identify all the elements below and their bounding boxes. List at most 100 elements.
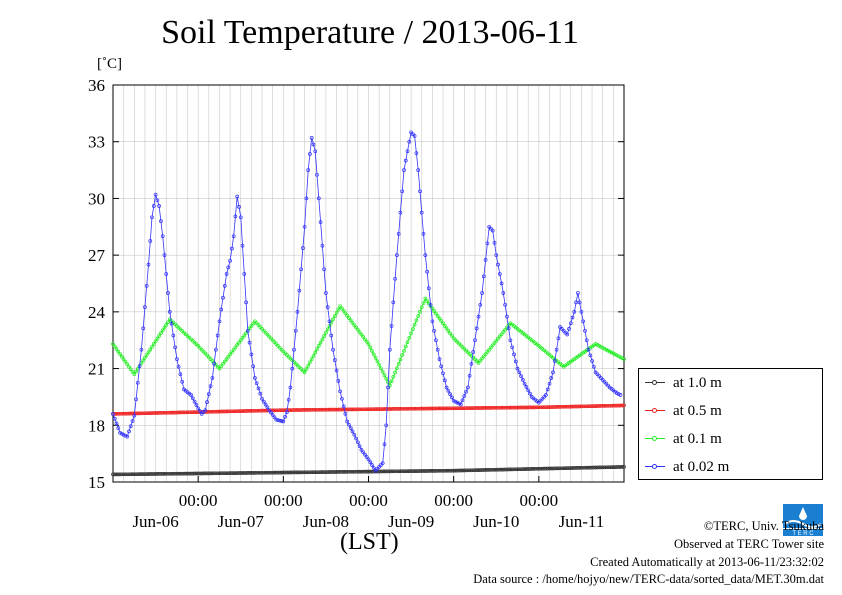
series-point-3 — [228, 258, 232, 263]
series-point-0 — [253, 471, 257, 475]
series-point-1 — [212, 409, 216, 414]
series-point-0 — [602, 465, 607, 470]
series-point-0 — [329, 470, 334, 474]
series-point-3 — [281, 419, 286, 424]
series-point-1 — [364, 407, 369, 412]
series-point-0 — [503, 467, 507, 472]
series-point-2 — [111, 342, 115, 346]
y-tick-label: 33 — [88, 133, 105, 152]
series-point-0 — [391, 469, 396, 474]
series-point-1 — [458, 406, 463, 411]
series-point-3 — [437, 357, 442, 361]
legend-swatch-05m — [645, 406, 665, 416]
x-tick-date-label: Jun-08 — [303, 512, 349, 531]
series-point-2 — [343, 311, 348, 316]
series-point-1 — [531, 405, 536, 410]
series-point-1 — [437, 406, 442, 411]
series-point-3 — [501, 291, 506, 295]
series-point-0 — [196, 471, 201, 476]
series-point-1 — [137, 411, 142, 416]
series-point-0 — [565, 466, 570, 470]
series-point-3 — [146, 262, 151, 267]
series-point-1 — [584, 404, 589, 409]
series-point-0 — [313, 470, 318, 475]
series-point-0 — [111, 472, 115, 477]
series-point-2 — [405, 340, 410, 344]
series-point-0 — [620, 465, 625, 469]
series-point-0 — [398, 469, 403, 474]
series-point-0 — [380, 469, 385, 474]
series-point-1 — [185, 410, 190, 415]
series-point-3 — [208, 384, 213, 388]
series-point-2 — [380, 369, 385, 374]
series-point-3 — [577, 300, 582, 305]
series-point-1 — [622, 403, 626, 408]
series-point-1 — [574, 404, 578, 409]
series-point-2 — [125, 362, 130, 367]
series-point-0 — [233, 471, 238, 475]
series-point-1 — [279, 408, 284, 413]
series-point-2 — [231, 347, 236, 352]
x-tick-date-label: Jun-07 — [218, 512, 265, 531]
series-point-2 — [230, 350, 234, 354]
series-point-2 — [153, 339, 158, 344]
series-point-1 — [182, 410, 186, 415]
series-point-1 — [416, 406, 421, 411]
series-point-0 — [474, 468, 479, 472]
series-point-0 — [494, 467, 499, 472]
series-point-0 — [176, 471, 181, 476]
series-point-3 — [221, 295, 225, 300]
series-point-1 — [261, 408, 266, 413]
series-point-1 — [496, 405, 500, 410]
series-point-2 — [150, 344, 154, 349]
series-point-0 — [285, 470, 289, 475]
series-point-0 — [283, 470, 287, 475]
series-point-0 — [306, 470, 311, 475]
y-tick-label: 18 — [88, 416, 105, 435]
series-point-1 — [604, 403, 609, 408]
series-point-2 — [595, 343, 600, 347]
series-point-3 — [354, 436, 358, 441]
series-point-1 — [219, 409, 224, 414]
series-point-0 — [377, 469, 381, 474]
series-point-1 — [311, 407, 316, 412]
series-point-3 — [584, 338, 589, 343]
series-point-3 — [260, 396, 264, 401]
series-point-1 — [425, 406, 429, 411]
series-point-3 — [299, 267, 303, 272]
series-point-1 — [295, 408, 300, 412]
series-point-2 — [425, 299, 429, 303]
series-point-3 — [235, 194, 240, 199]
series-point-0 — [412, 469, 417, 473]
series-point-1 — [528, 405, 532, 410]
series-point-3 — [432, 328, 436, 333]
series-point-3 — [132, 413, 137, 418]
series-point-1 — [389, 407, 394, 411]
legend-swatch-1m — [645, 378, 665, 388]
series-point-3 — [517, 370, 522, 375]
series-point-2 — [316, 344, 321, 348]
series-point-0 — [542, 466, 547, 471]
series-point-1 — [375, 407, 380, 411]
legend-label-01m: at 0.1 m — [673, 430, 722, 447]
series-point-0 — [599, 465, 603, 470]
series-point-2 — [226, 354, 231, 359]
series-point-2 — [348, 318, 353, 323]
series-point-3 — [453, 399, 458, 404]
series-point-0 — [435, 468, 440, 473]
series-point-0 — [570, 466, 575, 470]
series-point-3 — [157, 204, 161, 208]
series-point-0 — [387, 469, 392, 474]
series-point-0 — [393, 469, 397, 474]
series-point-0 — [386, 469, 390, 474]
series-point-1 — [320, 407, 325, 412]
series-point-2 — [442, 324, 447, 328]
series-point-3 — [570, 315, 575, 320]
series-point-1 — [402, 406, 406, 411]
series-point-0 — [616, 465, 621, 469]
series-point-1 — [386, 407, 390, 411]
series-point-1 — [411, 406, 415, 411]
x-tick-time-label: 00:00 — [179, 491, 218, 510]
series-point-0 — [112, 472, 117, 477]
series-point-2 — [437, 316, 442, 321]
